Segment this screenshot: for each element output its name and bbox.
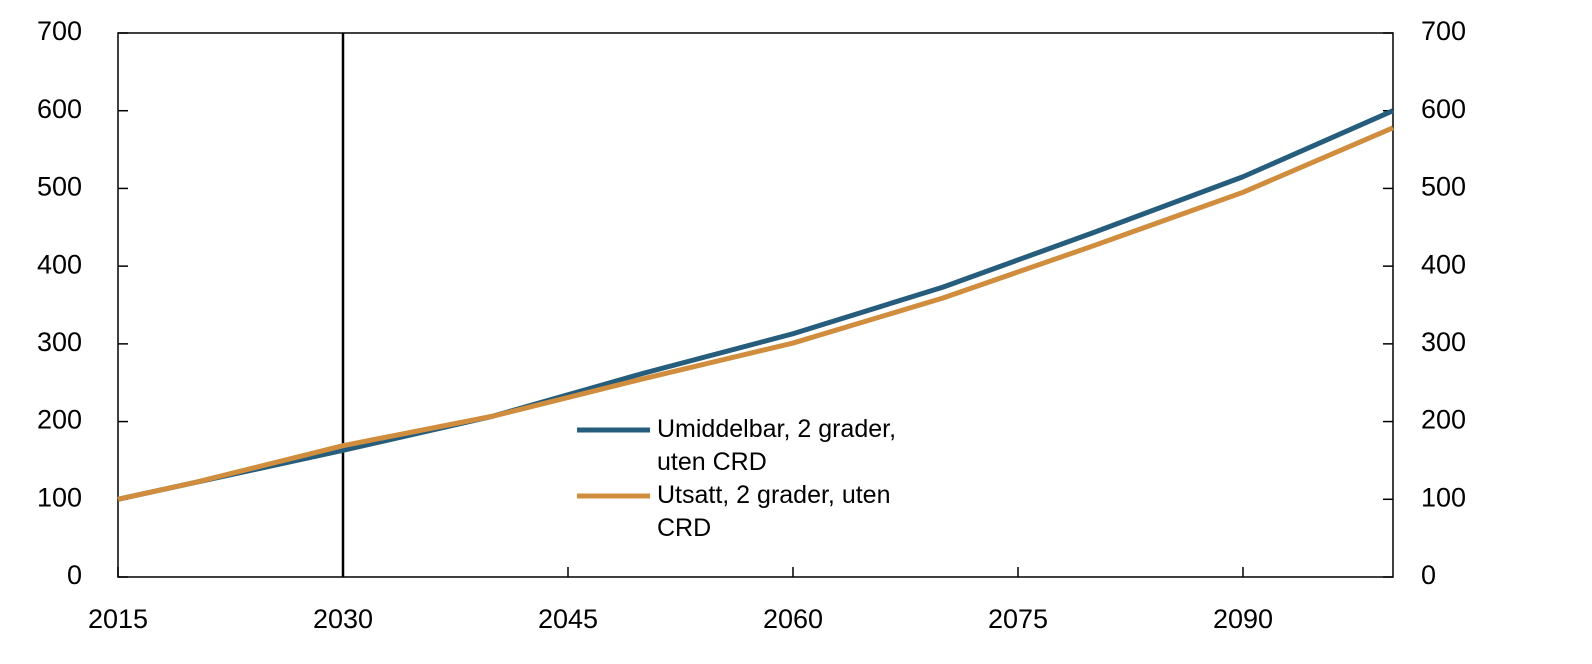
y2-tick-label: 600 bbox=[1421, 94, 1466, 124]
x-tick-label: 2075 bbox=[988, 604, 1048, 634]
x-tick-label: 2090 bbox=[1213, 604, 1273, 634]
legend-label: Umiddelbar, 2 grader, uten CRD bbox=[657, 415, 897, 476]
y2-tick-label: 500 bbox=[1421, 172, 1466, 202]
y-tick-label: 400 bbox=[37, 249, 82, 279]
y2-tick-label: 0 bbox=[1421, 560, 1436, 590]
y2-tick-label: 200 bbox=[1421, 405, 1466, 435]
y-tick-label: 600 bbox=[37, 94, 82, 124]
y-tick-label: 200 bbox=[37, 405, 82, 435]
x-tick-label: 2060 bbox=[763, 604, 823, 634]
y2-tick-label: 100 bbox=[1421, 482, 1466, 512]
plot-frame bbox=[117, 32, 1394, 578]
legend-label: Utsatt, 2 grader, uten CRD bbox=[657, 481, 891, 542]
y2-tick-label: 700 bbox=[1421, 16, 1466, 46]
y-tick-label: 0 bbox=[67, 560, 82, 590]
x-tick-label: 2045 bbox=[538, 604, 598, 634]
y2-tick-label: 400 bbox=[1421, 249, 1466, 279]
y-tick-label: 500 bbox=[37, 172, 82, 202]
y2-tick-label: 300 bbox=[1421, 327, 1466, 357]
x-tick-label: 2030 bbox=[313, 604, 373, 634]
y-tick-label: 300 bbox=[37, 327, 82, 357]
y-tick-label: 700 bbox=[37, 16, 82, 46]
x-tick-label: 2015 bbox=[88, 604, 148, 634]
series-line bbox=[117, 125, 1394, 502]
y-tick-label: 100 bbox=[37, 482, 82, 512]
